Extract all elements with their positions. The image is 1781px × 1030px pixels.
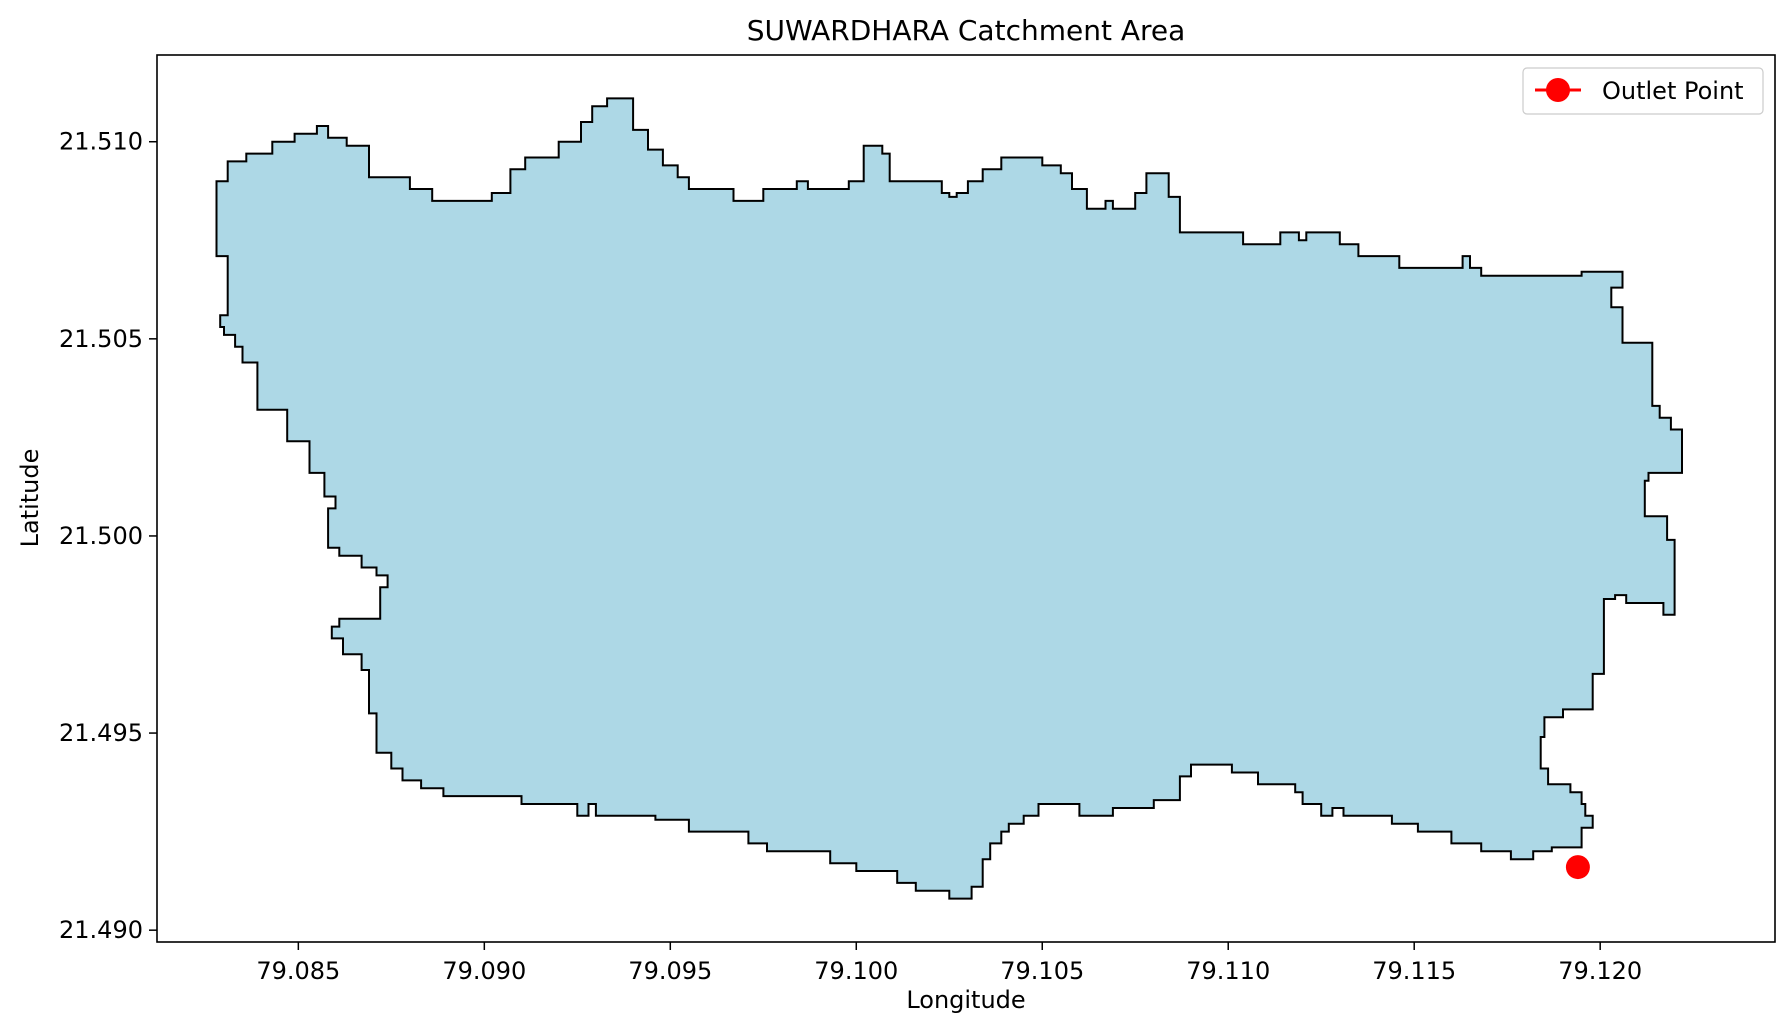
x-tick-label: 79.110	[1186, 957, 1270, 985]
y-axis-ticks: 21.490 21.495 21.500 21.505 21.510	[59, 128, 157, 944]
x-tick-label: 79.115	[1372, 957, 1456, 985]
legend-label-outlet-point: Outlet Point	[1602, 77, 1744, 105]
legend-box	[1522, 67, 1764, 115]
y-tick-label: 21.490	[59, 916, 143, 944]
x-tick-label: 79.085	[256, 957, 340, 985]
x-tick-label: 79.090	[442, 957, 526, 985]
legend: Outlet Point	[1522, 67, 1764, 115]
catchment-layer	[215, 97, 1683, 900]
y-tick-label: 21.505	[59, 325, 143, 353]
legend-marker-dot	[1546, 78, 1570, 102]
outlet-layer	[1565, 855, 1590, 880]
x-axis-ticks: 79.085 79.090 79.095 79.100 79.105 79.110 79.1…	[256, 942, 1642, 985]
y-axis-label: Latitude	[16, 449, 44, 548]
x-tick-label: 79.120	[1558, 957, 1642, 985]
x-axis-label: Longitude	[906, 986, 1025, 1014]
axes-frame	[156, 54, 1776, 943]
outlet-point-marker	[1565, 855, 1590, 880]
x-tick-label: 79.100	[814, 957, 898, 985]
x-tick-label: 79.095	[628, 957, 712, 985]
y-tick-label: 21.495	[59, 719, 143, 747]
x-tick-label: 79.105	[1000, 957, 1084, 985]
y-tick-label: 21.510	[59, 128, 143, 156]
chart-title: SUWARDHARA Catchment Area	[747, 14, 1186, 47]
y-tick-label: 21.500	[59, 522, 143, 550]
catchment-polygon	[215, 97, 1683, 900]
